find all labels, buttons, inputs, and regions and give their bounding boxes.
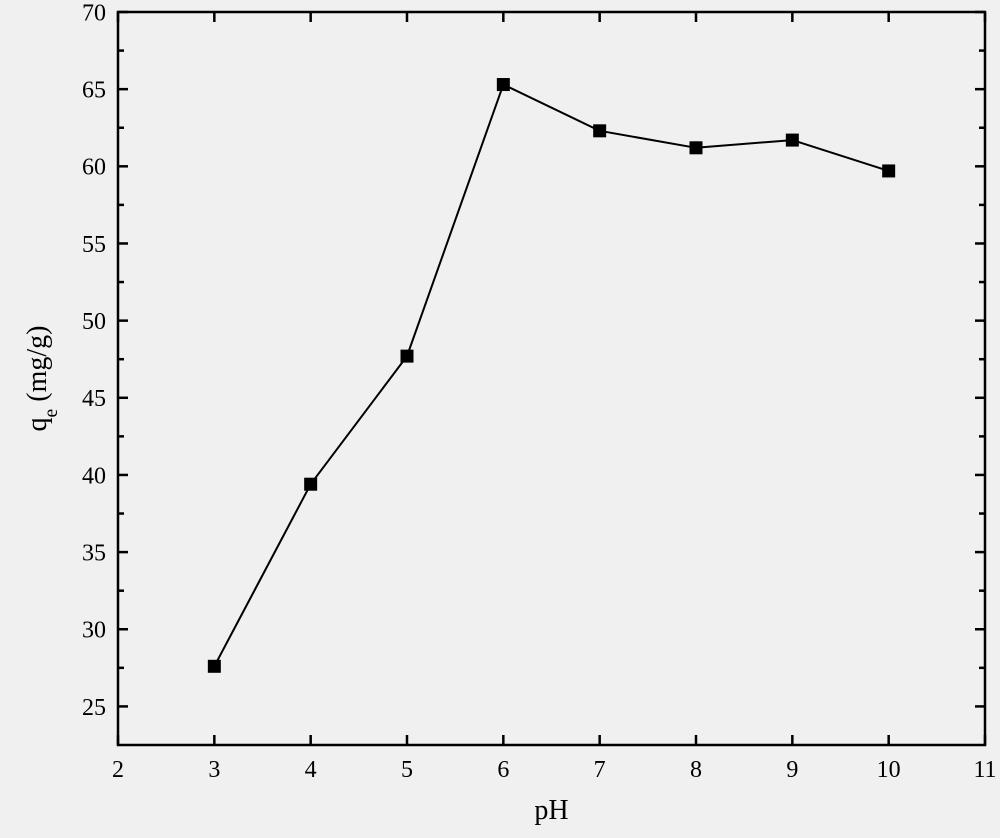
y-tick-label: 30 <box>82 618 106 644</box>
x-axis-label: pH <box>534 795 568 826</box>
chart-canvas: 23456789101125303540455055606570pHqe (mg… <box>0 0 1000 838</box>
y-tick-label: 25 <box>82 695 106 721</box>
data-point <box>305 478 317 490</box>
data-point <box>690 142 702 154</box>
x-tick-label: 6 <box>497 757 509 783</box>
y-tick-label: 50 <box>82 309 106 335</box>
y-tick-label: 45 <box>82 386 106 412</box>
x-tick-label: 10 <box>877 757 901 783</box>
x-tick-label: 9 <box>786 757 798 783</box>
data-point <box>497 79 509 91</box>
x-tick-label: 7 <box>594 757 606 783</box>
y-tick-label: 35 <box>82 541 106 567</box>
y-tick-label: 65 <box>82 78 106 104</box>
y-tick-label: 55 <box>82 232 106 258</box>
y-tick-label: 70 <box>82 0 106 26</box>
data-point <box>786 134 798 146</box>
x-tick-label: 5 <box>401 757 413 783</box>
x-tick-label: 2 <box>112 757 124 783</box>
chart-svg: 23456789101125303540455055606570pHqe (mg… <box>0 0 1000 838</box>
data-point <box>594 125 606 137</box>
x-tick-label: 8 <box>690 757 702 783</box>
x-tick-label: 3 <box>208 757 220 783</box>
y-tick-label: 60 <box>82 155 106 181</box>
data-point <box>208 660 220 672</box>
data-point <box>883 165 895 177</box>
x-tick-label: 4 <box>305 757 317 783</box>
plot-area <box>118 12 985 745</box>
data-point <box>401 350 413 362</box>
y-tick-label: 40 <box>82 463 106 489</box>
x-tick-label: 11 <box>973 757 996 783</box>
